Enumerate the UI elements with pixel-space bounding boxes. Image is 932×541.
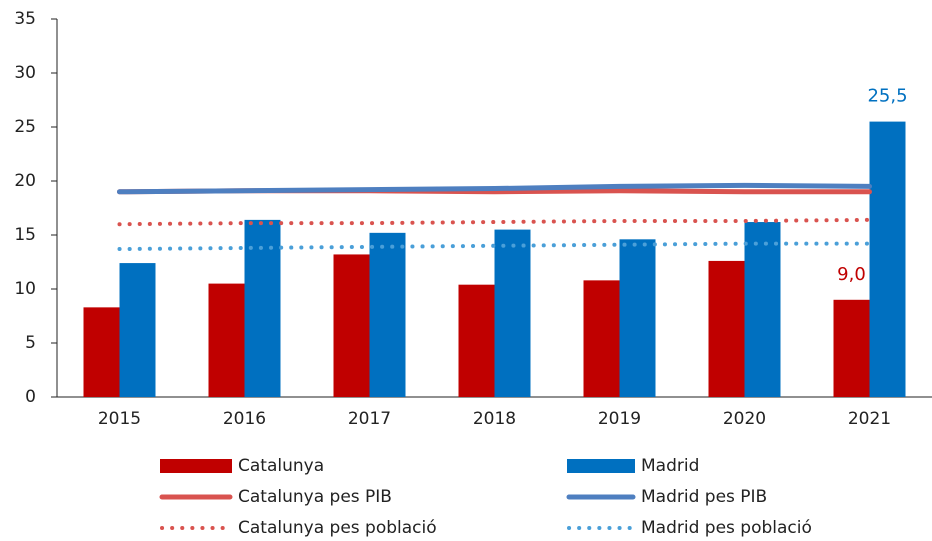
bar: [83, 307, 120, 397]
legend-label: Catalunya: [238, 456, 324, 476]
y-tick-label: 5: [25, 333, 36, 353]
x-tick-label: 2019: [598, 409, 641, 429]
bar: [833, 299, 870, 397]
bar: [458, 284, 495, 397]
y-tick-label: 15: [14, 225, 36, 245]
legend-label: Madrid pes població: [641, 518, 812, 538]
line-series: [117, 182, 872, 195]
legend-label: Catalunya pes PIB: [238, 487, 392, 507]
bar: [333, 254, 370, 397]
bar: [494, 229, 531, 397]
bar: [369, 232, 406, 397]
value-label: 9,0: [837, 264, 866, 285]
bar: [583, 280, 620, 397]
legend-label: Catalunya pes població: [238, 518, 437, 538]
legend-label: Madrid pes PIB: [641, 487, 767, 507]
y-tick-label: 35: [14, 9, 36, 29]
x-tick-label: 2018: [473, 409, 516, 429]
legend-swatch: [567, 459, 635, 473]
y-tick-label: 0: [25, 387, 36, 407]
x-tick-label: 2017: [348, 409, 391, 429]
bar: [708, 260, 745, 397]
y-tick-label: 20: [14, 171, 36, 191]
bar: [869, 121, 906, 397]
bar: [119, 263, 156, 397]
y-tick-label: 30: [14, 63, 36, 83]
legend-swatch: [160, 459, 232, 473]
bar: [744, 222, 781, 397]
x-tick-label: 2021: [848, 409, 891, 429]
value-label: 25,5: [867, 86, 907, 107]
x-tick-label: 2015: [98, 409, 141, 429]
line-series: [117, 241, 872, 252]
y-tick-label: 10: [14, 279, 36, 299]
x-tick-label: 2020: [723, 409, 766, 429]
line-series: [117, 217, 872, 227]
x-tick-label: 2016: [223, 409, 266, 429]
legend-label: Madrid: [641, 456, 699, 476]
bar: [208, 283, 245, 397]
bar: [619, 239, 656, 397]
y-tick-label: 25: [14, 117, 36, 137]
